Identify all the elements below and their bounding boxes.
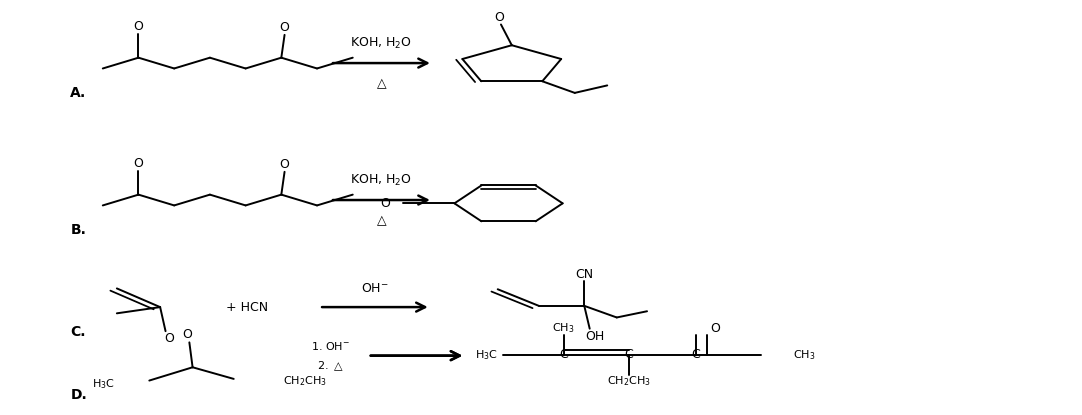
- Text: D.: D.: [70, 388, 87, 403]
- Text: OH: OH: [585, 330, 605, 343]
- Text: 1. OH$^{-}$: 1. OH$^{-}$: [311, 340, 349, 352]
- Text: CN: CN: [576, 268, 593, 281]
- Text: O: O: [133, 157, 144, 170]
- Text: C: C: [559, 348, 568, 361]
- Text: C.: C.: [70, 325, 85, 339]
- Text: H$_3$C: H$_3$C: [475, 348, 498, 362]
- Text: H$_3$C: H$_3$C: [92, 377, 115, 391]
- Text: O: O: [182, 328, 193, 342]
- Text: KOH, H$_2$O: KOH, H$_2$O: [351, 37, 412, 51]
- Text: O: O: [493, 11, 504, 24]
- Text: C: C: [691, 348, 700, 361]
- Text: OH$^{-}$: OH$^{-}$: [361, 283, 388, 295]
- Text: CH$_3$: CH$_3$: [793, 348, 816, 362]
- Text: KOH, H$_2$O: KOH, H$_2$O: [351, 173, 412, 188]
- Text: + HCN: + HCN: [226, 300, 267, 314]
- Text: O: O: [380, 197, 391, 210]
- Text: CH$_2$CH$_3$: CH$_2$CH$_3$: [607, 374, 650, 388]
- Text: C: C: [624, 348, 633, 361]
- Text: $\triangle$: $\triangle$: [374, 214, 388, 228]
- Text: O: O: [279, 158, 290, 171]
- Text: O: O: [133, 20, 144, 33]
- Text: $\triangle$: $\triangle$: [374, 77, 388, 91]
- Text: CH$_3$: CH$_3$: [553, 321, 575, 335]
- Text: O: O: [710, 322, 721, 335]
- Text: 2. $\triangle$: 2. $\triangle$: [317, 360, 343, 373]
- Text: O: O: [163, 332, 174, 345]
- Text: A.: A.: [70, 86, 87, 100]
- Text: CH$_2$CH$_3$: CH$_2$CH$_3$: [283, 374, 328, 388]
- Text: O: O: [279, 21, 290, 34]
- Text: B.: B.: [70, 223, 87, 237]
